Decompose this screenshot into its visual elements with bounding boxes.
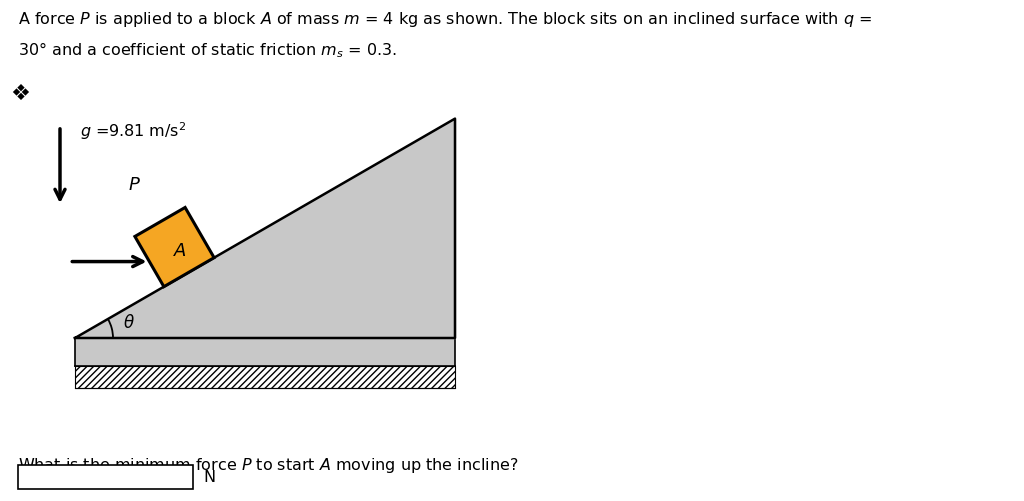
Text: $g$ =9.81 m/s$^2$: $g$ =9.81 m/s$^2$ — [80, 120, 186, 141]
Text: What is the minimum force $P$ to start $A$ moving up the incline?: What is the minimum force $P$ to start $… — [18, 455, 518, 474]
Text: ❖: ❖ — [10, 84, 30, 104]
Text: A force $P$ is applied to a block $A$ of mass $m$ = 4 kg as shown. The block sit: A force $P$ is applied to a block $A$ of… — [18, 10, 872, 29]
Polygon shape — [135, 208, 214, 287]
Text: $P$: $P$ — [128, 176, 141, 193]
Text: N: N — [203, 469, 215, 484]
Text: $\theta$: $\theta$ — [123, 313, 135, 331]
Text: $A$: $A$ — [173, 241, 187, 260]
Text: 30° and a coefficient of static friction $m_s$ = 0.3.: 30° and a coefficient of static friction… — [18, 40, 397, 60]
Bar — [75, 338, 455, 366]
FancyBboxPatch shape — [18, 465, 193, 489]
Bar — [75, 366, 455, 388]
Polygon shape — [75, 119, 455, 338]
